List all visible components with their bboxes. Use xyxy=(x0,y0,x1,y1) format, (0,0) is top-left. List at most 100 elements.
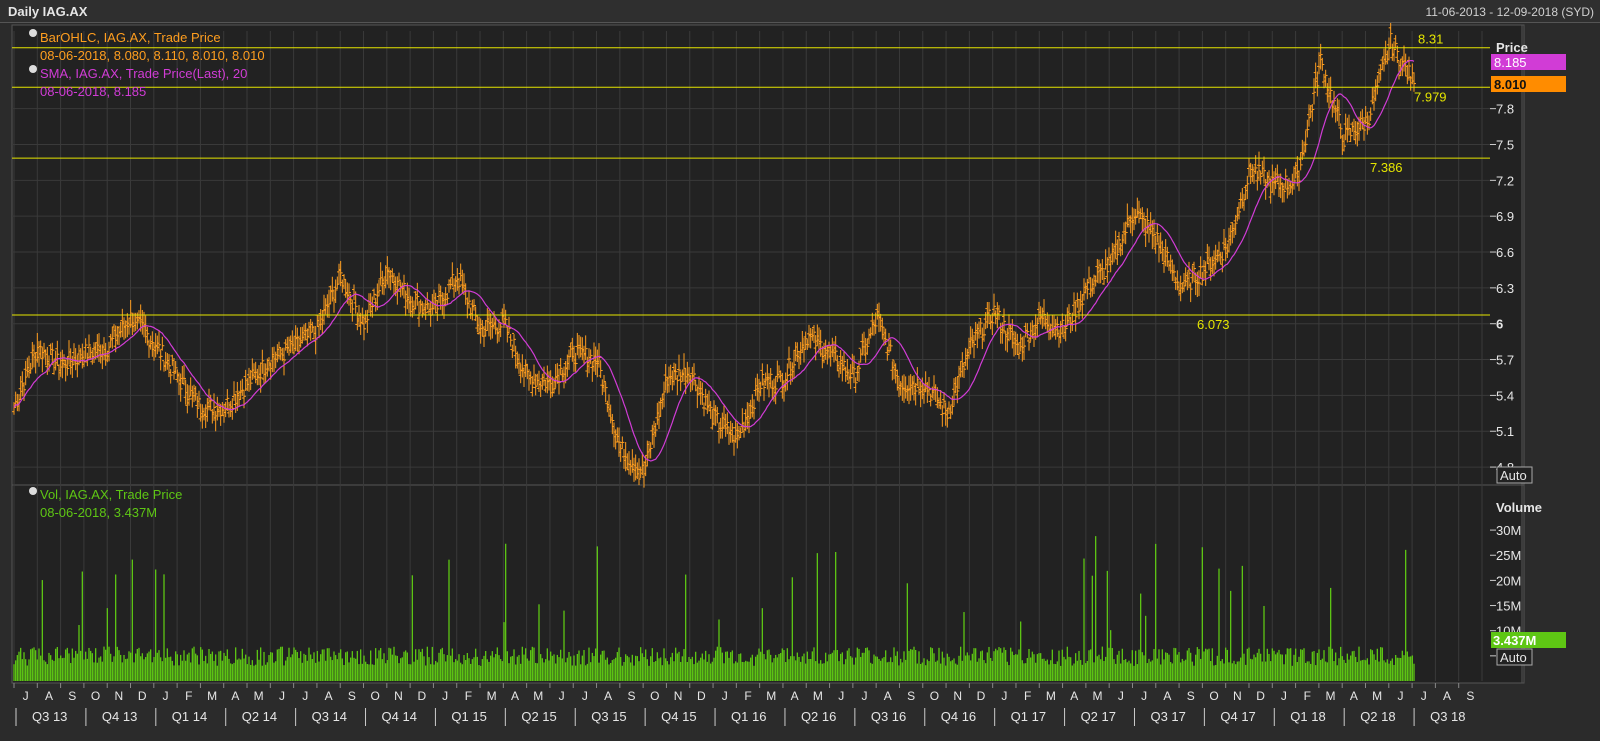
level-label: 6.073 xyxy=(1197,317,1230,332)
month-label: F xyxy=(1024,689,1031,703)
volume-auto-button[interactable] xyxy=(1496,648,1533,666)
window-header: Daily IAG.AX 11-06-2013 - 12-09-2018 (SY… xyxy=(0,0,1600,23)
quarter-label: Q2 18 xyxy=(1360,709,1395,724)
legend-sma: SMA, IAG.AX, Trade Price(Last), 20 08-06… xyxy=(29,65,247,99)
volume-panel xyxy=(11,484,1525,684)
quarter-label: Q4 16 xyxy=(941,709,976,724)
last-price-badge-text: 8.010 xyxy=(1494,77,1527,92)
legend-ohlc-icon[interactable] xyxy=(29,29,37,37)
sma-badge xyxy=(1491,54,1566,70)
month-label: M xyxy=(533,689,543,703)
quarter-label: Q3 18 xyxy=(1430,709,1465,724)
price-tick-label: 6.9 xyxy=(1496,209,1514,224)
volume-last-badge-text: 3.437M xyxy=(1493,633,1536,648)
month-label: M xyxy=(1046,689,1056,703)
legend-volume: Vol, IAG.AX, Trade Price 08-06-2018, 3.4… xyxy=(29,487,182,520)
price-auto-button[interactable] xyxy=(1496,466,1533,484)
volume-axis-title: Volume xyxy=(1496,500,1542,515)
volume-last-badge xyxy=(1491,632,1566,648)
month-label: J xyxy=(1281,689,1287,703)
month-label: J xyxy=(1397,689,1403,703)
quarter-label: Q2 14 xyxy=(242,709,277,724)
month-label: O xyxy=(91,689,100,703)
month-label: A xyxy=(884,689,892,703)
legend-volume-icon[interactable] xyxy=(29,487,37,495)
month-label: D xyxy=(417,689,426,703)
quarter-label: Q4 17 xyxy=(1220,709,1255,724)
month-label: N xyxy=(674,689,683,703)
month-label: A xyxy=(325,689,333,703)
quarter-label: Q1 15 xyxy=(451,709,486,724)
chart-title: Daily IAG.AX xyxy=(8,4,88,19)
level-label: 7.979 xyxy=(1414,89,1447,104)
price-auto-label: Auto xyxy=(1500,468,1527,483)
month-label: J xyxy=(302,689,308,703)
price-tick-label: 6.6 xyxy=(1496,245,1514,260)
month-label: A xyxy=(604,689,612,703)
horizontal-levels: 8.31 7.979 7.386 6.073 xyxy=(12,32,1490,332)
month-label: D xyxy=(1256,689,1265,703)
price-tick-label: 7.8 xyxy=(1496,102,1514,117)
volume-tick-label: 25M xyxy=(1496,548,1521,563)
price-tick-label: 5.4 xyxy=(1496,388,1514,403)
quarter-label: Q3 15 xyxy=(591,709,626,724)
quarter-label: Q3 13 xyxy=(32,709,67,724)
month-label: J xyxy=(862,689,868,703)
month-label: O xyxy=(650,689,659,703)
sma-line xyxy=(13,60,1415,462)
sma-badge-text: 8.185 xyxy=(1494,55,1527,70)
month-label: J xyxy=(162,689,168,703)
month-label: M xyxy=(254,689,264,703)
month-label: A xyxy=(231,689,239,703)
price-tick-label: 7.2 xyxy=(1496,173,1514,188)
quarter-label: Q1 17 xyxy=(1011,709,1046,724)
month-label: J xyxy=(838,689,844,703)
month-label: J xyxy=(279,689,285,703)
quarter-label: Q3 14 xyxy=(312,709,347,724)
legend-sma-values: 08-06-2018, 8.185 xyxy=(40,84,146,99)
volume-auto-label: Auto xyxy=(1500,650,1527,665)
month-label: A xyxy=(1443,689,1451,703)
month-label: A xyxy=(1070,689,1078,703)
price-tick-label: 6.3 xyxy=(1496,281,1514,296)
month-label: A xyxy=(1163,689,1171,703)
quarter-label: Q4 13 xyxy=(102,709,137,724)
month-label: M xyxy=(207,689,217,703)
legend-volume-values: 08-06-2018, 3.437M xyxy=(40,505,157,520)
month-label: A xyxy=(45,689,53,703)
month-label: O xyxy=(1209,689,1218,703)
price-tick-label: 6 xyxy=(1496,317,1503,332)
month-label: A xyxy=(791,689,799,703)
level-label: 8.31 xyxy=(1418,32,1443,47)
date-range: 11-06-2013 - 12-09-2018 (SYD) xyxy=(1425,5,1594,19)
legend-sma-icon[interactable] xyxy=(29,65,37,73)
month-label: M xyxy=(1093,689,1103,703)
legend-ohlc: BarOHLC, IAG.AX, Trade Price 08-06-2018,… xyxy=(29,29,265,63)
quarter-label: Q1 16 xyxy=(731,709,766,724)
price-panel xyxy=(11,24,1525,486)
volume-tick-label: 20M xyxy=(1496,573,1521,588)
price-axis: 4.85.15.45.766.36.66.97.27.57.8 xyxy=(1490,102,1514,475)
legend-sma-name: SMA, IAG.AX, Trade Price(Last), 20 xyxy=(40,66,247,81)
month-label: O xyxy=(930,689,939,703)
quarter-label: Q4 14 xyxy=(382,709,417,724)
month-label: S xyxy=(907,689,915,703)
month-label: A xyxy=(511,689,519,703)
price-axis-title: Price xyxy=(1496,40,1528,55)
month-label: S xyxy=(68,689,76,703)
level-label: 7.386 xyxy=(1370,160,1403,175)
legend-ohlc-values: 08-06-2018, 8.080, 8.110, 8.010, 8.010 xyxy=(40,48,265,63)
month-label: J xyxy=(442,689,448,703)
month-label: F xyxy=(465,689,472,703)
month-label: D xyxy=(697,689,706,703)
month-label: D xyxy=(977,689,986,703)
legend-volume-name: Vol, IAG.AX, Trade Price xyxy=(40,487,182,502)
month-label: D xyxy=(138,689,147,703)
month-label: J xyxy=(1141,689,1147,703)
volume-tick-label: 30M xyxy=(1496,523,1521,538)
month-label: F xyxy=(185,689,192,703)
month-label: M xyxy=(487,689,497,703)
